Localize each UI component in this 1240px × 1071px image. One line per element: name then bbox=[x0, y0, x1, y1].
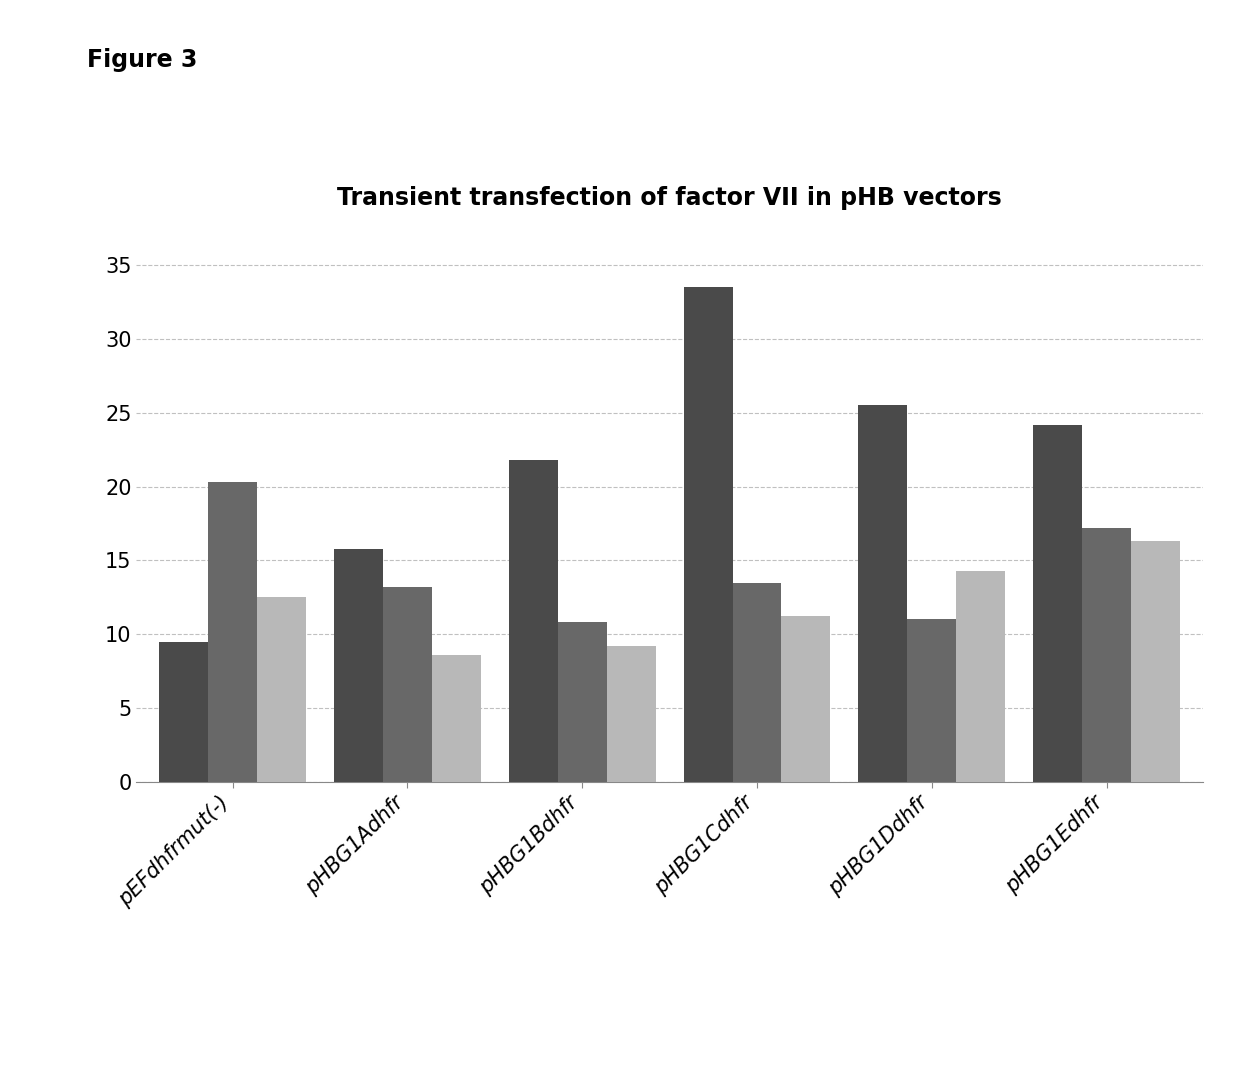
Bar bbox=[733, 583, 781, 782]
Bar bbox=[334, 548, 383, 782]
Bar bbox=[908, 619, 956, 782]
Bar bbox=[1033, 424, 1083, 782]
Bar bbox=[257, 598, 306, 782]
Bar bbox=[956, 571, 1006, 782]
Title: Transient transfection of factor VII in pHB vectors: Transient transfection of factor VII in … bbox=[337, 186, 1002, 210]
Bar bbox=[1083, 528, 1131, 782]
Bar bbox=[383, 587, 432, 782]
Bar bbox=[606, 646, 656, 782]
Bar bbox=[159, 642, 208, 782]
Bar bbox=[858, 406, 908, 782]
Bar bbox=[781, 617, 831, 782]
Bar bbox=[508, 461, 558, 782]
Bar bbox=[683, 287, 733, 782]
Bar bbox=[558, 622, 606, 782]
Bar bbox=[432, 654, 481, 782]
Bar bbox=[1131, 541, 1180, 782]
Bar bbox=[208, 482, 257, 782]
Text: Figure 3: Figure 3 bbox=[87, 48, 197, 72]
